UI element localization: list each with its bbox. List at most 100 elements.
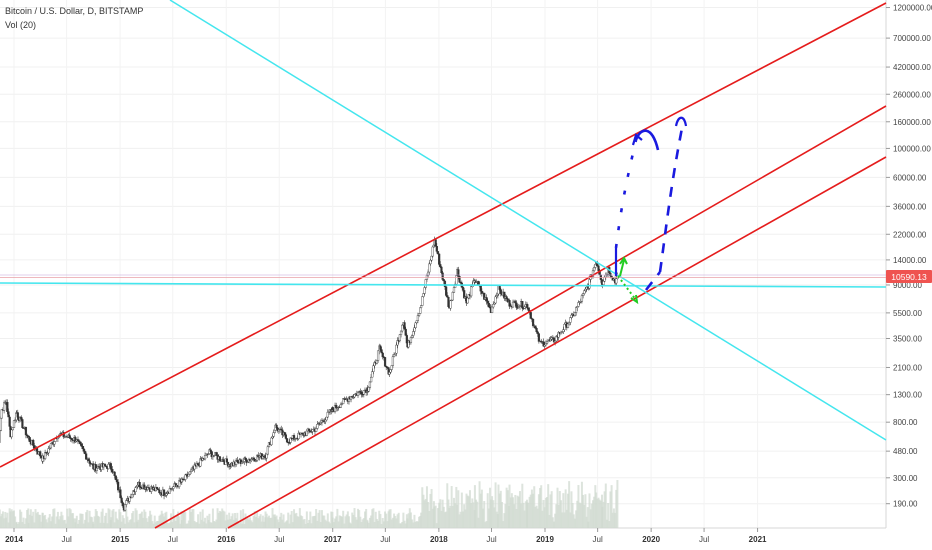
volume-bar <box>358 510 361 528</box>
candle-body <box>128 496 131 502</box>
volume-bar <box>374 511 377 528</box>
volume-bar <box>359 516 362 528</box>
volume-bar <box>454 503 457 528</box>
volume-bar <box>379 514 382 528</box>
volume-bar <box>433 506 436 528</box>
channel-upper-line[interactable] <box>0 2 887 468</box>
volume-bar <box>237 522 240 528</box>
volume-bar <box>577 485 580 528</box>
volume-bar <box>156 520 159 528</box>
candle-body <box>115 479 119 483</box>
volume-bar <box>338 515 341 528</box>
candle-body <box>316 424 319 429</box>
volume-bar <box>253 511 256 528</box>
volume-bar <box>478 481 481 528</box>
candle-body <box>196 463 200 466</box>
volume-bar <box>375 518 378 528</box>
candle-body <box>0 430 1 443</box>
y-tick-label: 1300.00 <box>893 391 922 400</box>
volume-bar <box>14 516 17 528</box>
candle-body <box>370 376 373 383</box>
volume-indicator-label[interactable]: Vol (20) <box>5 20 37 30</box>
volume-bar <box>472 502 475 528</box>
cyan-horizontal-line[interactable] <box>0 282 887 288</box>
volume-bar <box>532 493 535 528</box>
projection-arrows <box>614 116 688 291</box>
volume-bar <box>204 517 207 528</box>
volume-bar <box>60 511 63 528</box>
candle-body <box>87 458 90 461</box>
y-tick-label: 160000.00 <box>893 118 931 127</box>
volume-bar <box>485 520 488 528</box>
symbol-title[interactable]: Bitcoin / U.S. Dollar, D, BITSTAMP <box>5 6 144 16</box>
candle-body <box>297 432 300 439</box>
volume-bar <box>334 518 337 528</box>
channel-middle-line[interactable] <box>154 105 887 529</box>
candle-body <box>12 420 16 428</box>
volume-bar <box>280 512 283 528</box>
candle-body <box>585 286 588 290</box>
candle-body <box>403 322 406 330</box>
volume-bar <box>216 508 219 528</box>
candle-body <box>544 343 547 346</box>
volume-bar <box>361 519 364 528</box>
volume-bar <box>517 496 520 528</box>
y-tick-label: 3500.00 <box>893 335 922 344</box>
volume-bar <box>146 521 149 528</box>
volume-bar <box>305 511 308 528</box>
volume-bar <box>316 520 319 528</box>
candle-body <box>522 307 525 310</box>
volume-bar <box>208 513 211 528</box>
candle-body <box>111 469 114 473</box>
volume-bar <box>587 521 590 528</box>
volume-bar <box>113 522 116 528</box>
volume-bar <box>199 511 202 528</box>
volume-bar <box>227 519 230 528</box>
volume-bar <box>467 496 470 528</box>
channel-lines <box>0 2 887 529</box>
volume-bar <box>438 502 441 528</box>
candle-body <box>477 281 480 286</box>
x-tick-label: Jul <box>274 535 284 544</box>
cyan-downtrend-line[interactable] <box>169 0 887 441</box>
volume-bar <box>75 515 78 528</box>
y-tick-label: 60000.00 <box>893 173 927 182</box>
volume-bar <box>222 510 225 528</box>
volume-bar <box>296 516 299 528</box>
volume-bar <box>337 521 340 528</box>
volume-bar <box>335 516 338 528</box>
green-up-arrowhead <box>619 256 628 265</box>
volume-bar <box>569 512 572 528</box>
candle-body <box>568 322 571 325</box>
volume-bar <box>245 519 248 528</box>
candle-body <box>215 452 218 456</box>
volume-bar <box>465 493 468 528</box>
volume-bar <box>439 499 442 528</box>
volume-bar <box>49 521 52 528</box>
volume-bar <box>172 509 175 528</box>
volume-bar <box>175 516 178 528</box>
volume-bar <box>395 518 398 528</box>
volume-bar <box>571 503 574 528</box>
candle-body <box>10 429 13 438</box>
volume-bar <box>568 481 571 528</box>
volume-bar <box>378 510 381 528</box>
volume-bar <box>179 523 182 528</box>
volume-bar <box>493 507 496 528</box>
volume-bar <box>366 521 369 528</box>
candle-body <box>360 391 363 395</box>
volume-bar <box>166 522 169 528</box>
volume-bar <box>565 509 568 528</box>
volume-bar <box>520 503 523 528</box>
volume-bar <box>48 514 51 528</box>
volume-bar <box>541 510 544 528</box>
volume-bar <box>42 515 45 528</box>
candle-body <box>188 471 192 475</box>
volume-bar <box>59 516 62 528</box>
volume-bar <box>323 515 326 528</box>
candle-body <box>583 290 586 294</box>
channel-lower-line[interactable] <box>227 156 887 529</box>
candle-body <box>395 344 398 354</box>
volume-bar <box>319 522 322 528</box>
